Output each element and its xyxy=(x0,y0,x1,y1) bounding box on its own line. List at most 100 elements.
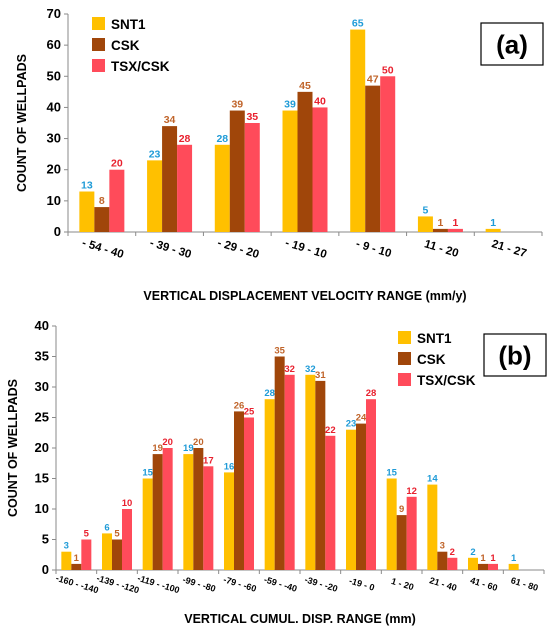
x-category-label: 21 - 27 xyxy=(490,238,528,260)
x-category-label: 11 - 20 xyxy=(423,238,460,260)
bar-snt1 xyxy=(468,557,478,570)
bar-value-label: 16 xyxy=(224,461,235,472)
y-axis-title: COUNT OF WELLPADS xyxy=(6,379,20,517)
y-tick-label: 40 xyxy=(35,318,49,333)
bar-value-label: 5 xyxy=(423,204,429,216)
bar-csk xyxy=(229,110,245,232)
bar-tsxcsk xyxy=(325,435,336,570)
bar-value-label: 24 xyxy=(356,413,367,424)
bar-tsxcsk xyxy=(312,107,328,232)
y-tick-label: 5 xyxy=(42,532,49,547)
bar-value-label: 9 xyxy=(399,504,404,515)
bar-tsxcsk xyxy=(162,448,173,570)
bar-value-label: 25 xyxy=(244,407,255,418)
bar-value-label: 22 xyxy=(325,425,336,436)
panel-label-box xyxy=(480,22,544,66)
bar-csk xyxy=(432,228,448,232)
y-tick-label: 70 xyxy=(47,6,61,21)
bar-value-label: 28 xyxy=(179,133,191,145)
bar-tsxcsk xyxy=(122,509,132,570)
panel-label-box xyxy=(483,333,547,377)
y-tick-label: 35 xyxy=(35,349,49,364)
y-tick-label: 10 xyxy=(47,193,61,208)
bar-value-label: 28 xyxy=(366,388,377,399)
legend-swatch xyxy=(92,59,105,72)
bar-snt1 xyxy=(417,216,433,232)
bar-tsxcsk xyxy=(177,144,193,232)
bar-snt1 xyxy=(183,454,194,570)
bar-csk xyxy=(112,539,122,570)
bar-snt1 xyxy=(305,374,316,570)
bar-value-label: 15 xyxy=(386,468,397,479)
y-tick-label: 0 xyxy=(42,562,49,577)
x-category-label: -39 - -20 xyxy=(303,574,338,594)
bar-tsxcsk xyxy=(109,169,125,232)
y-tick-label: 25 xyxy=(35,410,49,425)
bar-value-label: 14 xyxy=(427,474,438,485)
x-category-label: - 54 - 40 xyxy=(81,237,125,261)
y-tick-label: 30 xyxy=(47,131,61,146)
bar-snt1 xyxy=(386,478,397,570)
bar-value-label: 32 xyxy=(284,364,295,375)
x-category-label: -119 - -100 xyxy=(136,573,181,595)
bar-value-label: 1 xyxy=(453,217,459,229)
bar-value-label: 23 xyxy=(346,419,357,430)
bar-value-label: 3 xyxy=(440,541,445,552)
bar-value-label: 1 xyxy=(511,553,517,564)
x-category-label: -19 - 0 xyxy=(348,576,376,593)
bar-tsxcsk xyxy=(366,399,376,570)
x-axis-title: VERTICAL DISPLACEMENT VELOCITY RANGE (mm… xyxy=(143,289,466,303)
legend-label: CSK xyxy=(417,352,446,367)
bar-value-label: 31 xyxy=(315,370,326,381)
y-tick-label: 10 xyxy=(35,501,49,516)
bar-value-label: 8 xyxy=(99,195,105,207)
bar-tsxcsk xyxy=(203,466,214,570)
x-category-label: 1 - 20 xyxy=(390,576,415,592)
x-category-label: -99 - -80 xyxy=(181,574,216,594)
x-category-label: -59 - -40 xyxy=(263,574,298,594)
bar-value-label: 15 xyxy=(142,468,153,479)
bar-value-label: 47 xyxy=(367,74,379,86)
bar-snt1 xyxy=(282,110,298,232)
bar-value-label: 12 xyxy=(406,486,417,497)
y-tick-label: 20 xyxy=(47,162,61,177)
y-tick-label: 60 xyxy=(47,37,61,52)
bar-csk xyxy=(193,448,204,570)
y-tick-label: 0 xyxy=(54,224,61,239)
legend-swatch xyxy=(92,38,105,51)
legend-swatch xyxy=(398,352,411,365)
bar-value-label: 17 xyxy=(203,455,214,466)
bar-csk xyxy=(162,126,178,232)
bar-value-label: 2 xyxy=(470,547,475,558)
legend-label: TSX/CSK xyxy=(417,373,476,388)
bar-csk xyxy=(152,454,163,570)
bar-snt1 xyxy=(427,484,438,570)
x-category-label: -79 - -60 xyxy=(222,574,257,594)
bar-value-label: 3 xyxy=(64,541,69,552)
bar-csk xyxy=(478,563,488,570)
x-category-label: - 39 - 30 xyxy=(148,237,192,261)
bar-value-label: 2 xyxy=(450,547,455,558)
bar-tsxcsk xyxy=(406,496,417,570)
bar-value-label: 5 xyxy=(114,529,120,540)
bar-snt1 xyxy=(346,429,356,570)
bar-csk xyxy=(234,411,244,570)
x-category-label: 21 - 40 xyxy=(428,575,458,593)
bar-value-label: 39 xyxy=(284,99,296,111)
bar-tsxcsk xyxy=(380,76,396,233)
bar-snt1 xyxy=(264,399,275,570)
x-category-label: - 19 - 10 xyxy=(284,237,328,261)
legend-swatch xyxy=(398,331,411,344)
bar-csk xyxy=(365,85,381,232)
bar-tsxcsk xyxy=(447,228,463,232)
legend-swatch xyxy=(398,373,411,386)
bar-snt1 xyxy=(102,533,112,570)
bar-csk xyxy=(274,356,285,570)
bar-value-label: 45 xyxy=(299,80,311,92)
y-tick-label: 30 xyxy=(35,379,49,394)
bar-value-label: 35 xyxy=(246,111,258,123)
bar-csk xyxy=(315,380,326,570)
bar-value-label: 1 xyxy=(480,553,486,564)
